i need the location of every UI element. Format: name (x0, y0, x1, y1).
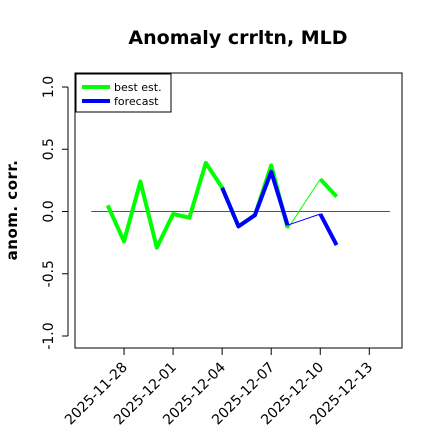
legend-box (75, 73, 172, 113)
series-tail-best-est (318, 177, 339, 198)
legend-label-best-est: best est. (114, 81, 162, 94)
series-layer (105, 160, 339, 250)
y-tick-label: 0.0 (41, 200, 57, 222)
series-line-forecast (220, 169, 290, 229)
y-tick-label: -1.0 (41, 322, 57, 349)
y-axis-label: anom. corr. (3, 160, 21, 261)
y-tick-label: 0.5 (41, 138, 57, 160)
y-tick-label: -0.5 (41, 260, 57, 287)
x-axis: 2025-11-282025-12-012025-12-042025-12-07… (62, 347, 376, 428)
legend-label-forecast: forecast (114, 95, 159, 108)
series-tail-forecast (318, 213, 339, 247)
plot-frame (74, 72, 403, 349)
y-axis: -1.0 -0.5 0.0 0.5 1.0 (41, 76, 69, 350)
series-thin-segment-forecast (287, 213, 321, 226)
legend: best est. forecast (75, 73, 172, 113)
series-thin-segment-best-est (287, 178, 321, 230)
chart-title: Anomaly crrltn, MLD (128, 27, 347, 49)
y-tick-label: 1.0 (41, 76, 57, 98)
